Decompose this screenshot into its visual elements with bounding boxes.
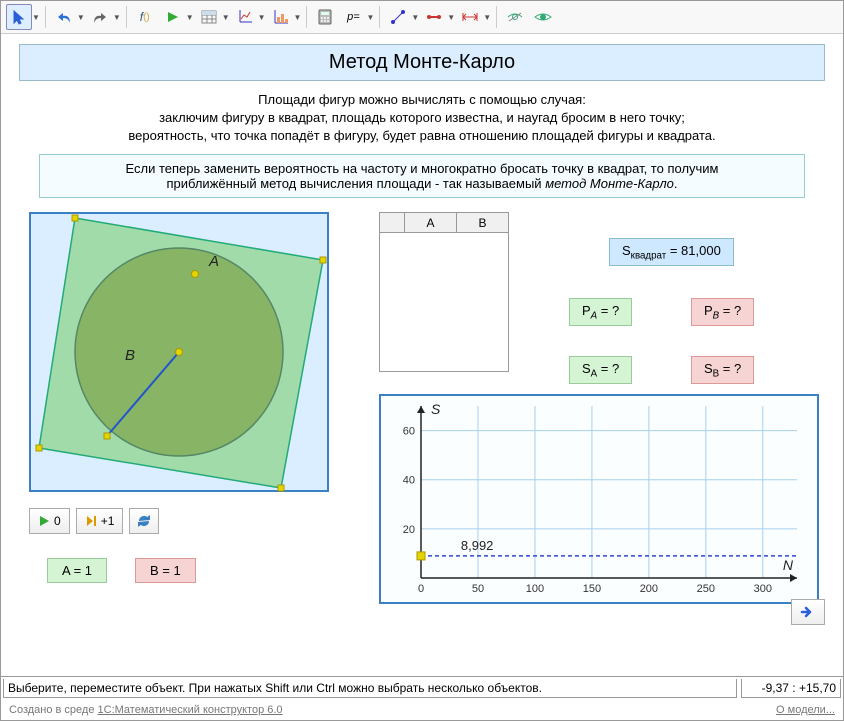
svg-text:200: 200 (640, 583, 658, 595)
next-button[interactable] (791, 599, 825, 625)
dropdown-icon[interactable]: ▼ (32, 13, 40, 22)
stat-s-a: SA = ? (569, 356, 632, 385)
app-window: ▼ ▼ ▼ f() ▼ ▼ ▼ ▼ p=▼ ▼ ▼ ▼ Метод Монте-… (0, 0, 844, 721)
badges: A = 1 B = 1 (47, 558, 359, 583)
dropdown-icon[interactable]: ▼ (294, 13, 302, 22)
hint-em: метод Монте-Карло (545, 176, 674, 191)
dropdown-icon[interactable]: ▼ (77, 13, 85, 22)
about-link[interactable]: О модели... (776, 704, 835, 716)
separator (379, 6, 380, 28)
play-button[interactable]: 0 (29, 508, 70, 534)
svg-text:100: 100 (526, 583, 544, 595)
svg-text:B: B (125, 347, 135, 364)
redo-button[interactable] (87, 4, 113, 30)
refresh-icon (136, 514, 152, 528)
footer-link[interactable]: 1С:Математический конструктор 6.0 (98, 704, 283, 716)
dropdown-icon[interactable]: ▼ (222, 13, 230, 22)
svg-text:A: A (208, 253, 219, 270)
svg-text:60: 60 (403, 425, 415, 437)
play-value: 0 (54, 514, 61, 528)
svg-text:20: 20 (403, 523, 415, 535)
separator (496, 6, 497, 28)
separator (126, 6, 127, 28)
status-bar: Выберите, переместите объект. При нажаты… (1, 676, 843, 700)
stat-s-b: SB = ? (691, 356, 754, 385)
footer-created: Создано в среде 1С:Математический констр… (9, 704, 283, 716)
separator (306, 6, 307, 28)
step-icon (85, 515, 97, 527)
hint-box: Если теперь заменить вероятность на част… (39, 154, 805, 198)
table-tool[interactable] (196, 4, 222, 30)
separator (45, 6, 46, 28)
axes-tool[interactable] (232, 4, 258, 30)
eye-half-tool[interactable] (502, 4, 528, 30)
dropdown-icon[interactable]: ▼ (366, 13, 374, 22)
dropdown-icon[interactable]: ▼ (483, 13, 491, 22)
main-row: A B 0 +1 (19, 212, 825, 583)
stat-p-b: PB = ? (691, 298, 754, 327)
page-title: Метод Монте-Карло (19, 44, 825, 81)
svg-text:150: 150 (583, 583, 601, 595)
anim-controls: 0 +1 (29, 508, 359, 534)
footer: Создано в среде 1С:Математический констр… (1, 700, 843, 720)
mini-table-header: A B (380, 213, 508, 233)
svg-text:50: 50 (472, 583, 484, 595)
status-coords: -9,37 : +15,70 (741, 679, 841, 698)
dropdown-icon[interactable]: ▼ (411, 13, 419, 22)
col-a: A (404, 213, 456, 232)
dropdown-icon[interactable]: ▼ (113, 13, 121, 22)
geometry-figure[interactable]: A B (29, 212, 329, 492)
bars-tool[interactable] (268, 4, 294, 30)
svg-text:S: S (431, 401, 441, 417)
stat-s-square: Sквадрат = 81,000 (609, 238, 734, 267)
dropdown-icon[interactable]: ▼ (186, 13, 194, 22)
intro-line: вероятность, что точка попадёт в фигуру,… (19, 127, 825, 145)
left-column: A B 0 +1 (19, 212, 359, 583)
step-button[interactable]: +1 (76, 508, 124, 534)
hint-text: приближённый метод вычисления площади - … (166, 176, 545, 191)
calc-tool[interactable] (312, 4, 338, 30)
dropdown-icon[interactable]: ▼ (258, 13, 266, 22)
svg-text:300: 300 (754, 583, 772, 595)
refresh-button[interactable] (129, 508, 159, 534)
play-icon (38, 515, 50, 527)
svg-text:0: 0 (418, 583, 424, 595)
intro-text: Площади фигур можно вычислять с помощью … (19, 91, 825, 146)
right-column: A B Sквадрат = 81,000 PA = ? PB = ? SA =… (379, 212, 825, 583)
hint-text: Если теперь заменить вероятность на част… (125, 161, 718, 176)
svg-text:N: N (783, 557, 794, 573)
badge-b: B = 1 (135, 558, 196, 583)
dropdown-icon[interactable]: ▼ (447, 13, 455, 22)
arrow-right-icon (800, 605, 816, 619)
hint-period: . (674, 176, 678, 191)
stat-p-a: PA = ? (569, 298, 632, 327)
mini-table[interactable]: A B (379, 212, 509, 372)
toolbar: ▼ ▼ ▼ f() ▼ ▼ ▼ ▼ p=▼ ▼ ▼ ▼ (1, 1, 843, 34)
svg-text:8,992: 8,992 (461, 537, 494, 552)
undo-button[interactable] (51, 4, 77, 30)
red-segment-tool[interactable] (421, 4, 447, 30)
hdim-tool[interactable] (457, 4, 483, 30)
chart[interactable]: 0 50 100 150 200 250 300 20 40 60 S N 8,992 (379, 394, 819, 604)
intro-line: Площади фигур можно вычислять с помощью … (19, 91, 825, 109)
badge-a: A = 1 (47, 558, 107, 583)
content-area: Метод Монте-Карло Площади фигур можно вы… (1, 34, 843, 676)
col-b: B (456, 213, 508, 232)
intro-line: заключим фигуру в квадрат, площадь котор… (19, 109, 825, 127)
svg-text:40: 40 (403, 474, 415, 486)
pvalue-tool[interactable]: p= (340, 4, 366, 30)
fx-button[interactable]: f() (132, 4, 158, 30)
status-message: Выберите, переместите объект. При нажаты… (3, 679, 737, 698)
segment-tool[interactable] (385, 4, 411, 30)
step-value: +1 (101, 514, 115, 528)
eye-tool[interactable] (530, 4, 556, 30)
row-header-col (380, 213, 404, 232)
pointer-tool[interactable] (6, 4, 32, 30)
svg-text:250: 250 (697, 583, 715, 595)
play-tool[interactable] (160, 4, 186, 30)
